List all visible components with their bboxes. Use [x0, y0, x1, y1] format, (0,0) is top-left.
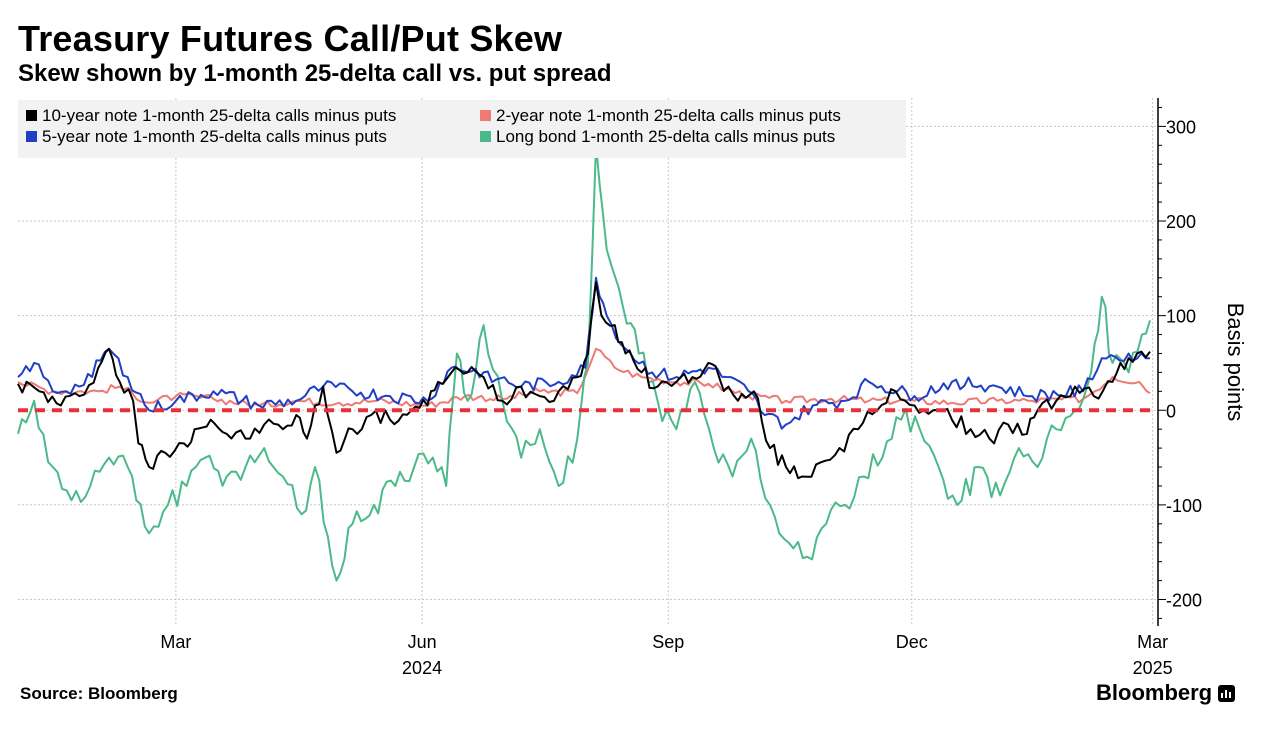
y-axis-label: Basis points [1223, 303, 1248, 422]
y-axis: -200 -100 0 100 200 300 Basis points [1157, 98, 1248, 626]
legend-background [18, 100, 906, 158]
chart-title: Treasury Futures Call/Put Skew [18, 18, 563, 59]
legend-label: 2-year note 1-month 25-delta calls minus… [496, 106, 841, 125]
x-tick-label: Sep [652, 632, 684, 652]
y-tick-label: 200 [1166, 212, 1196, 232]
x-year-label: 2024 [402, 658, 442, 678]
y-tick-label: 0 [1166, 401, 1176, 421]
series-lines [17, 144, 1151, 582]
x-tick-label: Mar [160, 632, 191, 652]
source-note: Source: Bloomberg [20, 684, 178, 703]
series-line [17, 281, 1151, 480]
x-tick-label: Jun [408, 632, 437, 652]
y-tick-label: -200 [1166, 591, 1202, 611]
x-axis: Mar Jun Sep Dec Mar 2024 2025 [160, 632, 1172, 678]
legend: 10-year note 1-month 25-delta calls minu… [18, 100, 906, 158]
legend-swatch [26, 110, 37, 121]
legend-swatch [480, 110, 491, 121]
series-line [17, 276, 1150, 430]
bloomberg-logo: Bloomberg [1096, 680, 1236, 706]
legend-label: 10-year note 1-month 25-delta calls minu… [42, 106, 396, 125]
x-year-label: 2025 [1133, 658, 1173, 678]
x-tick-label: Mar [1137, 632, 1168, 652]
chart-subtitle: Skew shown by 1-month 25-delta call vs. … [18, 60, 612, 87]
legend-label: 5-year note 1-month 25-delta calls minus… [42, 127, 387, 146]
legend-swatch [26, 131, 37, 142]
brand-text: Bloomberg [1096, 680, 1213, 705]
series-line [17, 347, 1151, 409]
legend-swatch [480, 131, 491, 142]
y-tick-label: 100 [1166, 307, 1196, 327]
series-line [17, 144, 1151, 582]
y-tick-label: -100 [1166, 496, 1202, 516]
y-tick-label: 300 [1166, 117, 1196, 137]
bar-chart-icon [1218, 684, 1236, 702]
legend-label: Long bond 1-month 25-delta calls minus p… [496, 127, 835, 146]
x-tick-label: Dec [896, 632, 928, 652]
